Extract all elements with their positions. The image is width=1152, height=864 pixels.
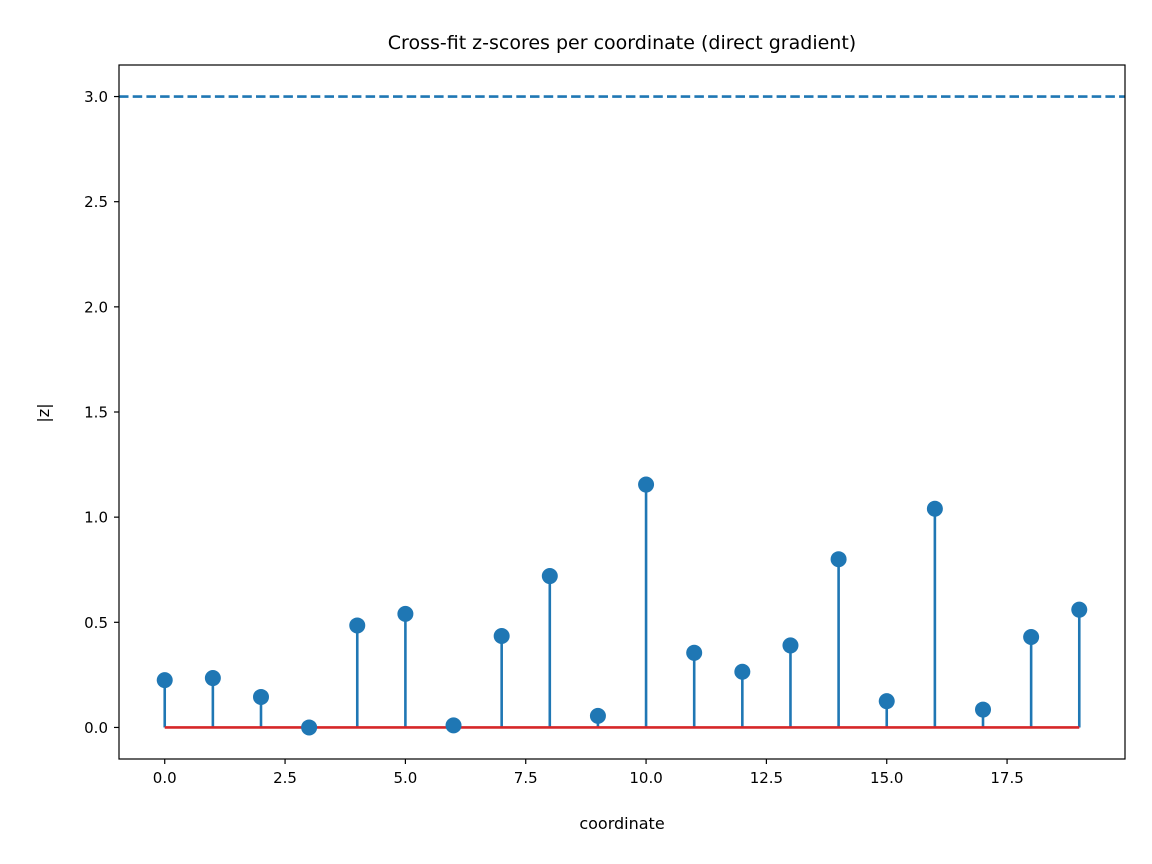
data-point bbox=[301, 719, 318, 736]
data-point bbox=[1023, 629, 1040, 646]
x-axis-label: coordinate bbox=[579, 814, 664, 833]
y-tick-label: 1.0 bbox=[84, 509, 108, 527]
axes-frame bbox=[118, 64, 1126, 760]
y-tick-label: 0.0 bbox=[84, 719, 108, 737]
y-tick-label: 0.5 bbox=[84, 614, 108, 632]
x-tick-label: 12.5 bbox=[750, 769, 783, 787]
data-point bbox=[926, 500, 943, 517]
data-point bbox=[493, 627, 510, 644]
data-point bbox=[156, 672, 173, 689]
y-tick-label: 2.5 bbox=[84, 193, 108, 211]
y-tick-label: 2.0 bbox=[84, 298, 108, 316]
x-tick-label: 17.5 bbox=[990, 769, 1023, 787]
data-point bbox=[204, 670, 221, 687]
data-point bbox=[541, 568, 558, 585]
data-point bbox=[782, 637, 799, 654]
axes: 0.0 2.5 5.0 7.5 10.0 12.5 15.0 17.5 0.0 0.5 1.0 1.5… bbox=[84, 64, 1126, 787]
x-tick-label: 7.5 bbox=[514, 769, 538, 787]
data-point bbox=[397, 605, 414, 622]
data-point bbox=[830, 551, 847, 568]
plot-area bbox=[119, 95, 1125, 736]
y-tick-label: 1.5 bbox=[84, 404, 108, 422]
data-point bbox=[1071, 601, 1088, 618]
x-tick-label: 0.0 bbox=[153, 769, 177, 787]
y-tick-label: 3.0 bbox=[84, 88, 108, 106]
x-tick-label: 15.0 bbox=[870, 769, 903, 787]
x-tick-label: 5.0 bbox=[393, 769, 417, 787]
x-tick-label: 2.5 bbox=[273, 769, 297, 787]
data-point bbox=[734, 663, 751, 680]
data-point bbox=[686, 644, 703, 661]
chart-title: Cross-fit z-scores per coordinate (direc… bbox=[388, 32, 856, 54]
x-tick-label: 10.0 bbox=[629, 769, 662, 787]
data-point bbox=[349, 617, 366, 634]
data-point bbox=[445, 717, 462, 734]
data-point bbox=[252, 688, 269, 705]
data-point bbox=[638, 476, 655, 493]
y-axis-label: |z| bbox=[34, 403, 53, 422]
data-point bbox=[878, 693, 895, 710]
data-point bbox=[589, 707, 606, 724]
data-point bbox=[975, 701, 992, 718]
